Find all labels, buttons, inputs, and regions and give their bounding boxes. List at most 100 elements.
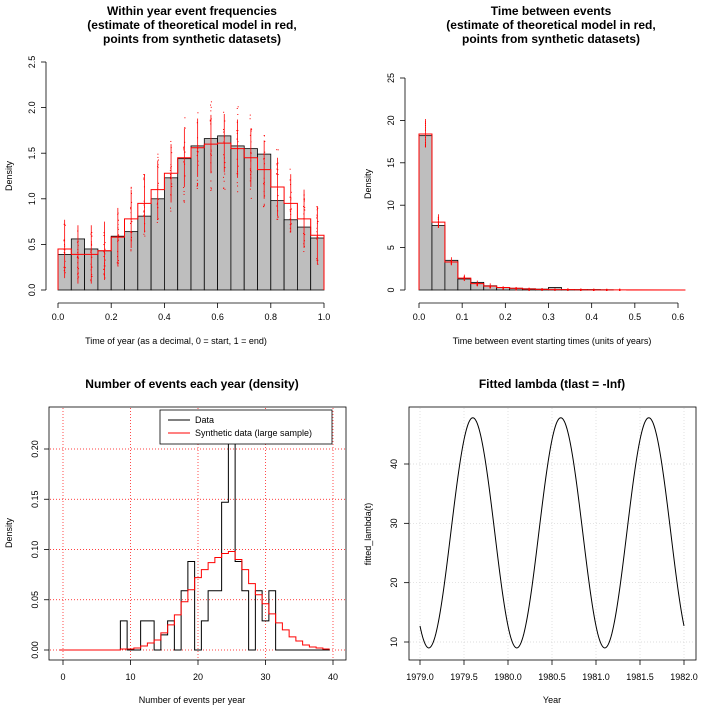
synthetic-point (223, 187, 225, 189)
synthetic-point (170, 207, 172, 209)
synthetic-point (277, 216, 279, 218)
synthetic-point (249, 134, 251, 136)
synthetic-point (263, 206, 265, 208)
data-bar (431, 225, 446, 291)
synthetic-point (489, 287, 491, 289)
synthetic-point (619, 290, 621, 291)
synthetic-point (157, 218, 159, 220)
synthetic-point (118, 234, 120, 236)
synthetic-point (237, 106, 239, 108)
synthetic-point (276, 168, 278, 170)
synthetic-point (104, 265, 106, 267)
synthetic-point (528, 290, 530, 291)
synthetic-point (303, 232, 305, 234)
synthetic-point (196, 187, 198, 189)
synthetic-point (78, 268, 80, 270)
synthetic-point (224, 162, 226, 164)
synthetic-point (277, 218, 279, 220)
synthetic-point (619, 288, 621, 290)
synthetic-point (209, 119, 211, 121)
synthetic-point (249, 188, 251, 190)
synthetic-point (197, 164, 199, 166)
data-bar (418, 135, 433, 291)
y-tick-label: 0.15 (30, 490, 40, 508)
synthetic-point (237, 191, 239, 193)
synthetic-point (117, 228, 119, 230)
synthetic-point (130, 186, 132, 188)
synthetic-point (196, 184, 198, 186)
synthetic-point (91, 232, 93, 234)
synthetic-point (63, 266, 65, 268)
x-tick-label: 0 (60, 672, 65, 682)
synthetic-point (171, 177, 173, 179)
synthetic-point (171, 152, 173, 154)
synthetic-point (276, 205, 278, 207)
synthetic-point (224, 188, 226, 190)
synthetic-point (236, 107, 238, 109)
synthetic-point (143, 177, 145, 179)
y-tick-label: 0.05 (30, 591, 40, 609)
y-axis-label: Density (363, 168, 373, 199)
synthetic-point (157, 182, 159, 184)
x-axis-label: Time of year (as a decimal, 0 = start, 1… (85, 336, 267, 346)
synthetic-point (157, 198, 159, 200)
y-axis-label: fitted_lambda(t) (363, 503, 373, 566)
synthetic-point (237, 165, 239, 167)
grid (410, 408, 695, 659)
y-tick-label: 40 (389, 459, 399, 469)
synthetic-point (593, 289, 595, 291)
synthetic-point (143, 215, 145, 217)
synthetic-point (169, 169, 171, 171)
synthetic-point (103, 244, 105, 246)
synthetic-point (118, 239, 120, 241)
synthetic-point (502, 288, 504, 290)
synthetic-point (131, 232, 133, 234)
synthetic-point (183, 199, 185, 201)
synthetic-point (157, 219, 159, 221)
synthetic-point (554, 290, 556, 291)
x-tick-label: 0.8 (265, 312, 278, 322)
synthetic-point (77, 273, 79, 275)
synthetic-point (183, 187, 185, 189)
synthetic-point (276, 163, 278, 165)
synthetic-point (249, 180, 251, 182)
chart-title: Time between events (491, 4, 612, 18)
y-tick-label: 10 (389, 637, 399, 647)
legend: Data Synthetic data (large sample) (159, 409, 333, 445)
synthetic-point (276, 173, 278, 175)
y-axis-label: Density (4, 517, 14, 548)
synthetic-point (249, 118, 251, 120)
synthetic-point (263, 205, 265, 207)
synthetic-point (117, 260, 119, 262)
synthetic-point (196, 182, 198, 184)
synthetic-point (196, 179, 198, 181)
x-tick-label: 0.3 (542, 312, 555, 322)
synthetic-point (169, 173, 171, 175)
synthetic-point (515, 289, 517, 291)
chart-title: Number of events each year (density) (85, 377, 298, 391)
synthetic-point (249, 168, 251, 170)
synthetic-point (224, 173, 226, 175)
x-tick-label: 0.6 (672, 312, 685, 322)
synthetic-point (210, 187, 212, 189)
grid (50, 408, 345, 659)
y-tick-label: 0.0 (27, 284, 37, 297)
synthetic-point (131, 221, 133, 223)
synthetic-point (317, 237, 319, 239)
synthetic-point (143, 214, 145, 216)
synthetic-point (143, 179, 145, 181)
synthetic-point (90, 279, 92, 281)
synthetic-point (117, 219, 119, 221)
synthetic-point (143, 174, 145, 176)
synthetic-point (91, 276, 93, 278)
synthetic-point (290, 191, 292, 193)
synthetic-point (580, 290, 582, 291)
synthetic-point (567, 288, 569, 290)
synthetic-point (91, 274, 93, 276)
synthetic-point (144, 235, 146, 237)
synthetic-point (183, 200, 185, 202)
synthetic-point (103, 273, 105, 275)
synthetic-point (264, 195, 266, 197)
x-tick-label: 10 (125, 672, 135, 682)
